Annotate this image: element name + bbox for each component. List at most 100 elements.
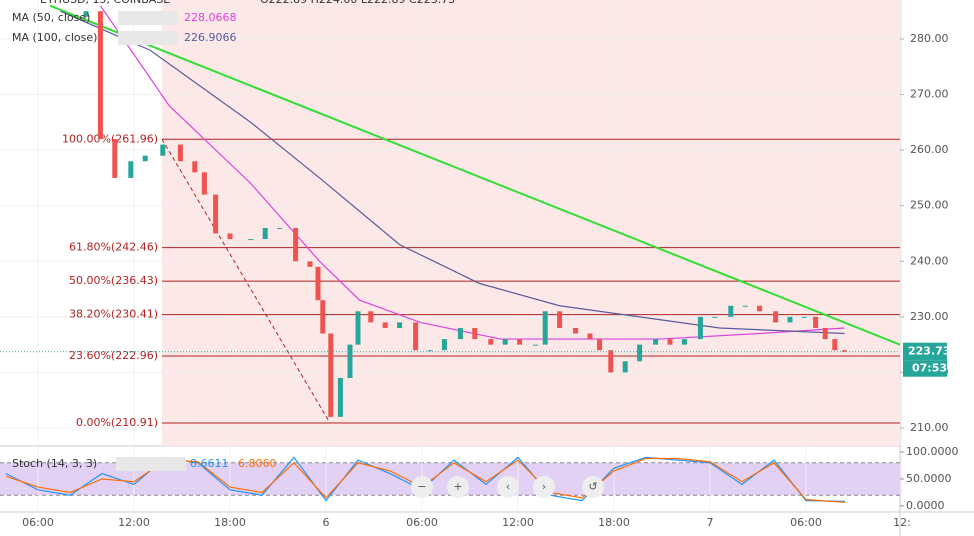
candle-body	[801, 316, 807, 318]
fib-label: 50.00%(236.43)	[69, 274, 158, 287]
y-tick-label: 250.00	[910, 199, 949, 212]
candle-body	[382, 322, 388, 328]
candle-body	[728, 305, 734, 317]
candle-body	[637, 344, 643, 362]
fib-trend	[161, 138, 331, 424]
legend-value: 228.0668	[184, 11, 237, 24]
candle-body	[320, 300, 326, 334]
candle-body	[488, 339, 494, 345]
scroll-right[interactable]	[533, 476, 555, 498]
candle-body	[213, 194, 219, 234]
candle-body	[757, 305, 763, 312]
candle-body	[192, 161, 198, 173]
x-tick-label: 12:00	[502, 516, 534, 529]
candle-body	[307, 261, 313, 267]
candle-body	[368, 311, 374, 323]
legend-buttons	[118, 11, 178, 25]
candle-body	[557, 311, 563, 328]
candle-body	[587, 333, 593, 340]
y-tick-label: 270.00	[910, 88, 949, 101]
legend-buttons	[118, 31, 178, 45]
candle-body	[712, 316, 718, 318]
y-tick-label: 210.00	[910, 421, 949, 434]
fib-label: 61.80%(242.46)	[69, 241, 158, 254]
y-tick-label: 230.00	[910, 310, 949, 323]
legend-value: 226.9066	[184, 31, 237, 44]
candle-body	[573, 327, 579, 334]
candle-body	[315, 266, 321, 301]
candle-body	[177, 144, 183, 162]
candle-body	[397, 322, 403, 328]
reset[interactable]	[582, 476, 604, 498]
fib-zone	[162, 0, 900, 446]
x-tick-label: 18:00	[214, 516, 246, 529]
countdown-tag	[903, 360, 947, 377]
fib-label: 38.20%(230.41)	[69, 308, 158, 321]
stoch-tick-label: 50.0000	[906, 472, 952, 485]
candle-body	[142, 155, 148, 162]
x-tick-label: 12:	[893, 516, 911, 529]
candle-body	[337, 377, 343, 417]
candle-body	[773, 311, 779, 323]
fib-label: 100.00%(261.96)	[62, 132, 158, 145]
stoch-buttons	[116, 457, 186, 471]
candle-body	[597, 339, 603, 351]
legend-name: MA (100, close)	[12, 31, 97, 44]
candle-body	[653, 339, 659, 345]
stoch-name: Stoch (14, 3, 3)	[12, 457, 97, 470]
y-tick-label: 260.00	[910, 143, 949, 156]
legend-name: MA (50, close)	[12, 11, 90, 24]
candle-body	[347, 344, 353, 378]
stoch-d-value: 6.8060	[238, 457, 277, 470]
candle-body	[742, 305, 748, 307]
candle-body	[787, 316, 793, 323]
candle-body	[457, 327, 463, 340]
y-tick-label: 280.00	[910, 32, 949, 45]
candle-body	[517, 339, 523, 345]
zoom-controls: − + ‹ › ↺	[411, 476, 604, 498]
x-tick-label: 7	[707, 516, 714, 529]
candle-body	[502, 339, 508, 345]
stoch-k-value: 8.6611	[190, 457, 229, 470]
y-tick-label: 240.00	[910, 254, 949, 267]
stoch-tick-label: 0.0000	[906, 499, 945, 512]
fib-label: 0.00%(210.91)	[76, 416, 158, 429]
candle-body	[427, 350, 433, 352]
last-price-tag	[903, 342, 947, 361]
candle-body	[622, 361, 628, 373]
symbol-header: ETHUSD, 15, COINBASE	[40, 0, 170, 6]
candle-body	[128, 161, 134, 178]
stoch-tick-label: 100.0000	[906, 445, 959, 458]
scroll-left[interactable]	[497, 476, 519, 498]
candle-body	[83, 11, 89, 17]
x-tick-label: 06:00	[22, 516, 54, 529]
zoom-out[interactable]	[411, 476, 433, 498]
x-tick-label: 06:00	[790, 516, 822, 529]
scroll-left-icon: ‹	[506, 480, 510, 493]
zoom-in[interactable]	[447, 476, 469, 498]
reset-icon: ↺	[588, 480, 597, 493]
candle-body	[813, 316, 819, 328]
fib-label: 23.60%(222.96)	[69, 349, 158, 362]
last-price-label: 223.73	[908, 345, 950, 358]
candle-body	[355, 311, 361, 345]
candle-body	[112, 139, 118, 178]
candle-body	[681, 339, 687, 345]
zoom-out-icon: −	[417, 480, 426, 493]
candle-body	[201, 172, 207, 195]
x-tick-label: 18:00	[598, 516, 630, 529]
candle-body	[608, 350, 614, 373]
candle-body	[832, 339, 838, 351]
scroll-right-icon: ›	[542, 480, 546, 493]
candle-body	[227, 233, 233, 240]
ohlc-header: O222.89 H224.00 L222.89 C223.73	[260, 0, 455, 6]
moving-average	[60, 10, 845, 335]
trendline	[49, 4, 901, 346]
candle-body	[441, 339, 447, 351]
candle-body	[262, 227, 268, 240]
candle-body	[472, 327, 478, 340]
candle-body	[841, 350, 847, 352]
x-tick-label: 12:00	[118, 516, 150, 529]
candle-body	[248, 239, 254, 241]
